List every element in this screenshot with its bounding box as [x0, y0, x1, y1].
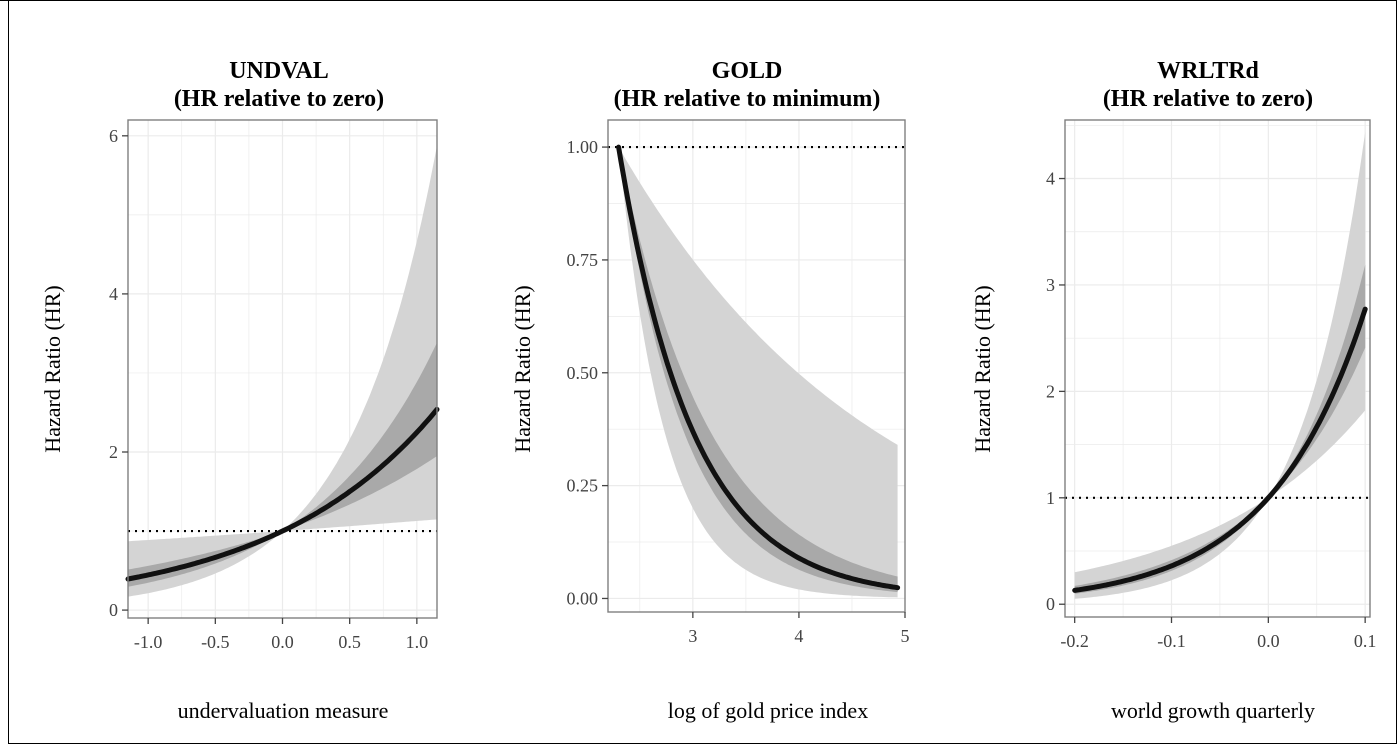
x-tick-label: 0.0	[271, 632, 294, 652]
x-axis-label: undervaluation measure	[178, 698, 389, 723]
panel-title-line1: WRLTRd	[1157, 58, 1259, 84]
plot-area: 3 4 5 0.00 0.25 0.50 0.75 1.00	[567, 119, 910, 646]
y-tick-label: 0	[109, 600, 118, 620]
x-axis-label: world growth quarterly	[1111, 698, 1315, 723]
y-tick-label: 6	[109, 126, 118, 146]
confidence-band-inner	[128, 342, 437, 587]
hazard-ratio-curve	[1072, 306, 1368, 593]
x-tick-label: 0.5	[338, 632, 361, 652]
y-tick-label: 3	[1046, 275, 1055, 295]
frame-corner-mark	[0, 0, 10, 1]
y-tick-label: 0	[1046, 594, 1055, 614]
y-tick-label: 0.50	[567, 363, 599, 383]
chart-panel-wrltrd: -0.2 -0.1 0.0 0.1 0 1 2 3 4 WRLTRd (HR relative …	[970, 58, 1376, 723]
plot-border	[1064, 119, 1371, 618]
hazard-ratio-curve	[125, 406, 440, 582]
hazard-ratio-curve	[616, 144, 901, 591]
x-tick-label: -1.0	[134, 632, 163, 652]
x-tick-label: 4	[794, 626, 803, 646]
panel-title-line2: (HR relative to minimum)	[614, 86, 881, 112]
y-tick-label: 1.00	[567, 137, 599, 157]
y-axis-label: Hazard Ratio (HR)	[510, 285, 535, 452]
y-axis-label: Hazard Ratio (HR)	[970, 285, 995, 452]
x-tick-label: 5	[901, 626, 910, 646]
x-tick-label: -0.1	[1157, 631, 1186, 651]
y-tick-label: 0.75	[567, 250, 599, 270]
y-tick-label: 0.25	[567, 476, 599, 496]
x-tick-label: 3	[688, 626, 697, 646]
grid-lines	[128, 120, 437, 618]
y-axis-label: Hazard Ratio (HR)	[40, 285, 65, 452]
x-tick-label: 1.0	[406, 632, 429, 652]
panel-title-line1: GOLD	[712, 58, 783, 84]
x-tick-label: 0.0	[1257, 631, 1280, 651]
y-tick-label: 1	[1046, 488, 1055, 508]
x-axis-label: log of gold price index	[668, 698, 868, 723]
y-tick-label: 2	[109, 442, 118, 462]
x-tick-label: -0.2	[1060, 631, 1089, 651]
x-tick-label: 0.1	[1354, 631, 1377, 651]
x-tick-label: -0.5	[201, 632, 230, 652]
plot-border	[607, 119, 906, 613]
plot-area: -1.0 -0.5 0.0 0.5 1.0 0 2 4 6	[109, 119, 440, 652]
confidence-band-outer	[618, 147, 898, 598]
panel-title-line1: UNDVAL	[229, 58, 329, 84]
chart-panel-gold: 3 4 5 0.00 0.25 0.50 0.75 1.00 GOLD (HR relativ…	[510, 58, 910, 723]
plot-area: -0.2 -0.1 0.0 0.1 0 1 2 3 4	[1046, 119, 1377, 651]
y-tick-label: 4	[109, 284, 118, 304]
chart-panel-undval: -1.0 -0.5 0.0 0.5 1.0 0 2 4 6 UNDVAL (HR relativ…	[40, 58, 440, 723]
y-tick-label: 4	[1046, 169, 1055, 189]
y-tick-label: 0.00	[567, 588, 599, 608]
panel-title-line2: (HR relative to zero)	[1103, 86, 1313, 112]
y-tick-label: 2	[1046, 381, 1055, 401]
confidence-band-inner	[618, 147, 898, 593]
panel-title-line2: (HR relative to zero)	[174, 86, 384, 112]
